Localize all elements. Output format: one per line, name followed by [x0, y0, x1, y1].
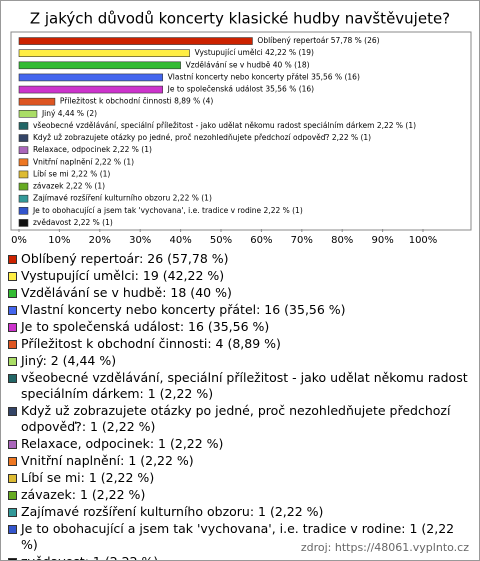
legend-item: Když už zobrazujete otázky po jedné, pro…	[8, 403, 470, 435]
legend: Oblíbený repertoár: 26 (57,78 %) Vystupuj…	[8, 251, 470, 560]
legend-item: Příležitost k obchodní činnosti: 4 (8,89…	[8, 336, 470, 352]
value-label: zvědavost 2,22 % (1)	[33, 218, 113, 227]
value-label: Je to společenská událost 35,56 % (16)	[167, 85, 315, 94]
bar	[18, 158, 29, 167]
legend-item: Je to společenská událost: 16 (35,56 %)	[8, 319, 470, 335]
bar	[18, 219, 29, 227]
legend-swatch	[8, 525, 17, 534]
bar	[18, 85, 163, 94]
x-tick-label: 10%	[48, 235, 70, 246]
value-label: Příležitost k obchodní činnosti 8,89 % (…	[60, 97, 213, 106]
legend-item: Vlastní koncerty nebo koncerty přátel: 1…	[8, 302, 470, 318]
chart-title: Z jakých důvodů koncerty klasické hudby …	[30, 10, 450, 28]
legend-swatch	[8, 440, 17, 449]
bar	[18, 122, 29, 130]
legend-label: Líbí se mi: 1 (2,22 %)	[21, 470, 155, 485]
legend-swatch	[8, 407, 17, 416]
value-label: všeobecné vzdělávání, speciální příležit…	[33, 121, 416, 130]
bar	[18, 194, 29, 203]
bar	[18, 170, 29, 179]
x-tick-label: 80%	[331, 235, 353, 246]
x-tick-label: 100%	[409, 235, 438, 246]
legend-label: Vystupující umělci: 19 (42,22 %)	[21, 268, 225, 283]
value-label: Líbí se mi 2,22 % (1)	[33, 169, 110, 178]
legend-swatch	[8, 289, 17, 298]
legend-item: Vnitřní naplnění: 1 (2,22 %)	[8, 453, 470, 469]
legend-label: Když už zobrazujete otázky po jedné, pro…	[21, 403, 451, 434]
legend-label: Vzdělávání se v hudbě: 18 (40 %)	[21, 285, 232, 300]
legend-item: Jiný: 2 (4,44 %)	[8, 353, 470, 369]
value-label: Vnitřní naplnění 2,22 % (1)	[33, 157, 134, 166]
bar	[18, 49, 190, 57]
bar	[18, 37, 253, 45]
x-tick-label: 50%	[210, 235, 232, 246]
x-tick-label: 90%	[371, 235, 393, 246]
bar	[18, 146, 29, 154]
legend-swatch	[8, 491, 17, 500]
legend-swatch	[8, 323, 17, 332]
legend-label: Příležitost k obchodní činnosti: 4 (8,89…	[21, 336, 281, 351]
x-tick-label: 20%	[89, 235, 111, 246]
legend-label: Relaxace, odpocinek: 1 (2,22 %)	[21, 436, 224, 451]
legend-item: Zajímavé rozšíření kulturního obzoru: 1 …	[8, 504, 470, 520]
legend-label: všeobecné vzdělávání, speciální příležit…	[21, 370, 468, 401]
legend-label: Vlastní koncerty nebo koncerty přátel: 1…	[21, 302, 346, 317]
value-label: Vystupující umělci 42,22 % (19)	[195, 48, 314, 57]
value-label: Jiný 4,44 % (2)	[41, 109, 97, 118]
bar	[18, 73, 163, 82]
bar	[18, 97, 56, 106]
legend-item: zvědavost: 1 (2,22 %)	[8, 554, 470, 560]
legend-swatch	[8, 357, 17, 366]
bar	[18, 61, 181, 70]
legend-item: Vystupující umělci: 19 (42,22 %)	[8, 268, 470, 284]
legend-swatch	[8, 340, 17, 349]
legend-swatch	[8, 374, 17, 383]
value-label: Relaxace, odpocinek 2,22 % (1)	[33, 145, 152, 154]
source: zdroj: https://48061.vyplnto.cz	[300, 541, 469, 554]
legend-label: Zajímavé rozšíření kulturního obzoru: 1 …	[21, 504, 324, 519]
value-label: Je to obohacující a jsem tak 'vychovana'…	[32, 206, 303, 215]
value-label: Vlastní koncerty nebo koncerty přátel 35…	[168, 72, 360, 81]
plot-frame	[10, 31, 472, 231]
legend-swatch	[8, 306, 17, 315]
x-tick-label: 60%	[250, 235, 272, 246]
bar	[18, 207, 29, 215]
legend-label: zvědavost: 1 (2,22 %)	[21, 554, 158, 560]
value-label: Když už zobrazujete otázky po jedné, pro…	[33, 133, 371, 142]
x-tick-label: 30%	[129, 235, 151, 246]
legend-item: závazek: 1 (2,22 %)	[8, 487, 470, 503]
bar	[18, 110, 38, 118]
value-label: závazek 2,22 % (1)	[33, 182, 105, 191]
x-tick-label: 70%	[291, 235, 313, 246]
bar	[18, 182, 29, 191]
legend-swatch	[8, 272, 17, 281]
legend-swatch	[8, 508, 17, 517]
legend-swatch	[8, 558, 17, 560]
legend-swatch	[8, 474, 17, 483]
legend-item: Relaxace, odpocinek: 1 (2,22 %)	[8, 436, 470, 452]
legend-item: Oblíbený repertoár: 26 (57,78 %)	[8, 251, 470, 267]
value-label: Oblíbený repertoár 57,78 % (26)	[257, 36, 379, 45]
value-label: Zajímavé rozšíření kulturního obzoru 2,2…	[33, 194, 212, 203]
legend-label: Oblíbený repertoár: 26 (57,78 %)	[21, 251, 229, 266]
x-tick-label: 40%	[169, 235, 191, 246]
legend-item: Je to obohacující a jsem tak 'vychovana'…	[8, 521, 470, 553]
legend-label: Jiný: 2 (4,44 %)	[21, 353, 117, 368]
legend-item: všeobecné vzdělávání, speciální příležit…	[8, 370, 470, 402]
legend-label: závazek: 1 (2,22 %)	[21, 487, 146, 502]
chart: Z jakých důvodů koncerty klasické hudby …	[10, 10, 472, 246]
x-tick-label: 0%	[11, 235, 27, 246]
legend-label: Vnitřní naplnění: 1 (2,22 %)	[21, 453, 194, 468]
legend-swatch	[8, 457, 17, 466]
legend-item: Líbí se mi: 1 (2,22 %)	[8, 470, 470, 486]
bar	[18, 134, 29, 142]
legend-label: Je to společenská událost: 16 (35,56 %)	[21, 319, 270, 334]
legend-swatch	[8, 255, 17, 264]
value-label: Vzdělávání se v hudbě 40 % (18)	[186, 60, 310, 69]
legend-item: Vzdělávání se v hudbě: 18 (40 %)	[8, 285, 470, 301]
legend-label: Je to obohacující a jsem tak 'vychovana'…	[21, 521, 455, 552]
